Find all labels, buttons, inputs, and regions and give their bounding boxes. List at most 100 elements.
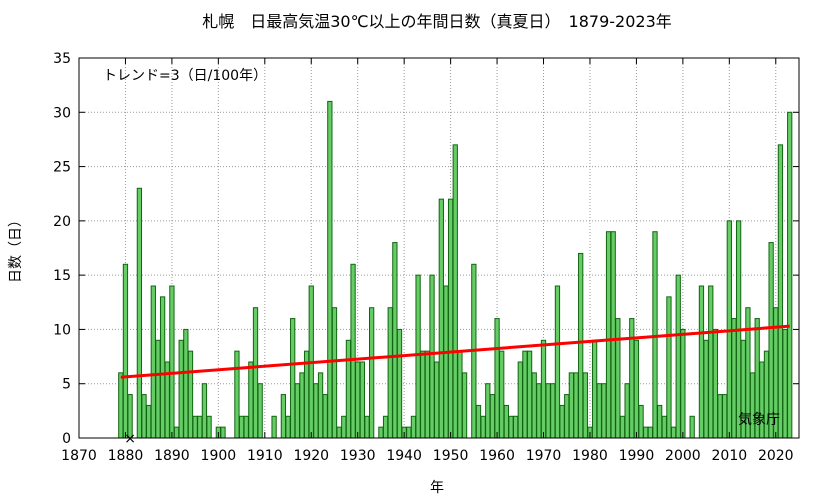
bar-1992 xyxy=(643,426,649,439)
bar-1924 xyxy=(327,100,333,439)
bar-1929 xyxy=(350,263,356,439)
bar-1895 xyxy=(192,415,198,439)
y-tick-label: 15 xyxy=(53,268,71,284)
bar-1964 xyxy=(513,415,519,439)
bar-1976 xyxy=(568,372,575,439)
bar-1968 xyxy=(531,372,537,439)
bar-2019 xyxy=(768,242,774,439)
bar-1928 xyxy=(345,339,352,439)
bar-1933 xyxy=(369,307,375,439)
bar-1943 xyxy=(415,274,421,439)
bar-1965 xyxy=(517,361,523,439)
y-tick-label: 20 xyxy=(53,214,71,230)
bar-1963 xyxy=(508,415,514,439)
bar-1888 xyxy=(159,296,166,439)
x-tick-label: 1920 xyxy=(293,448,329,464)
y-tick-label: 10 xyxy=(53,322,71,338)
x-tick-label: 2010 xyxy=(712,448,748,464)
bar-1891 xyxy=(173,426,180,439)
bar-1977 xyxy=(573,372,579,439)
bar-1885 xyxy=(146,404,152,439)
bar-1979 xyxy=(582,372,588,439)
trend-line xyxy=(120,324,790,379)
bar-1981 xyxy=(591,339,598,439)
bar-1930 xyxy=(355,361,361,439)
bar-1960 xyxy=(494,318,500,439)
x-tick-label: 1950 xyxy=(433,448,469,464)
bar-1993 xyxy=(647,426,653,439)
y-tick-label: 5 xyxy=(62,377,71,393)
bar-1989 xyxy=(629,318,635,439)
bar-2021 xyxy=(777,144,784,439)
bar-1931 xyxy=(359,361,365,439)
bar-1898 xyxy=(206,415,212,439)
bar-1998 xyxy=(670,426,677,439)
bar-1953 xyxy=(461,372,468,439)
bar-1886 xyxy=(150,285,156,439)
bar-1972 xyxy=(550,383,556,439)
bar-1904 xyxy=(234,350,240,439)
x-tick-label: 1870 xyxy=(61,448,97,464)
x-tick-label: 2020 xyxy=(758,448,794,464)
bar-2002 xyxy=(689,415,695,439)
bar-1948 xyxy=(438,198,444,439)
bar-1947 xyxy=(434,361,440,439)
x-axis-ticks: 1870 1880 1890 1900 1910 1920 1930 1940 1950 1960… xyxy=(61,58,794,464)
bar-1932 xyxy=(364,415,370,439)
bar-1978 xyxy=(578,252,584,439)
bar-1914 xyxy=(280,394,287,439)
bar-1996 xyxy=(661,415,667,439)
bar-1983 xyxy=(601,383,607,439)
bar-1880 xyxy=(122,263,129,439)
bar-1879 xyxy=(118,372,124,439)
bar-1995 xyxy=(657,404,663,439)
x-tick-label: 1980 xyxy=(572,448,608,464)
bar-1883 xyxy=(136,187,143,439)
y-tick-label: 0 xyxy=(62,431,71,447)
bar-1970 xyxy=(540,339,547,439)
source-label: 気象庁 xyxy=(738,412,780,428)
x-tick-label: 1890 xyxy=(154,448,190,464)
bar-1897 xyxy=(201,383,208,439)
bar-2004 xyxy=(698,285,705,439)
bar-1938 xyxy=(392,242,398,439)
bar-2006 xyxy=(708,285,714,439)
y-axis-ticks: 0 5 10 15 20 25 30 35 xyxy=(53,51,799,447)
y-tick-label: 35 xyxy=(53,51,71,67)
bar-1987 xyxy=(619,415,626,439)
x-tick-label: 1960 xyxy=(479,448,515,464)
bar-1917 xyxy=(294,383,300,439)
bar-1962 xyxy=(503,404,509,439)
bar-1969 xyxy=(536,383,542,439)
plot-frame xyxy=(78,57,800,439)
bar-1916 xyxy=(290,318,296,439)
bar-1935 xyxy=(378,426,384,439)
trend-annotation: トレンド=3（日/100年） xyxy=(103,68,267,84)
bar-1984 xyxy=(605,231,612,439)
bar-1941 xyxy=(406,426,412,439)
bar-1894 xyxy=(187,350,194,439)
bar-1901 xyxy=(220,426,226,439)
missing-data-marker: × xyxy=(124,431,136,447)
x-tick-label: 1940 xyxy=(386,448,422,464)
bar-1893 xyxy=(183,328,189,439)
bar-1991 xyxy=(638,404,644,439)
bar-1951 xyxy=(452,144,458,439)
bar-1944 xyxy=(420,350,426,439)
bar-1926 xyxy=(336,426,342,439)
bar-1890 xyxy=(169,285,175,439)
bar-1925 xyxy=(331,307,338,439)
bar-1986 xyxy=(615,318,621,439)
x-tick-label: 1910 xyxy=(247,448,283,464)
x-axis-label: 年 xyxy=(430,480,444,496)
bar-1975 xyxy=(564,394,570,439)
bar-2005 xyxy=(703,339,709,439)
bar-2000 xyxy=(680,328,686,439)
bar-2008 xyxy=(717,394,723,439)
bar-1974 xyxy=(559,404,565,439)
bar-2015 xyxy=(749,372,756,439)
bar-1912 xyxy=(271,415,277,439)
bar-1905 xyxy=(238,415,245,439)
bar-1896 xyxy=(197,415,203,439)
y-tick-label: 30 xyxy=(53,105,71,121)
